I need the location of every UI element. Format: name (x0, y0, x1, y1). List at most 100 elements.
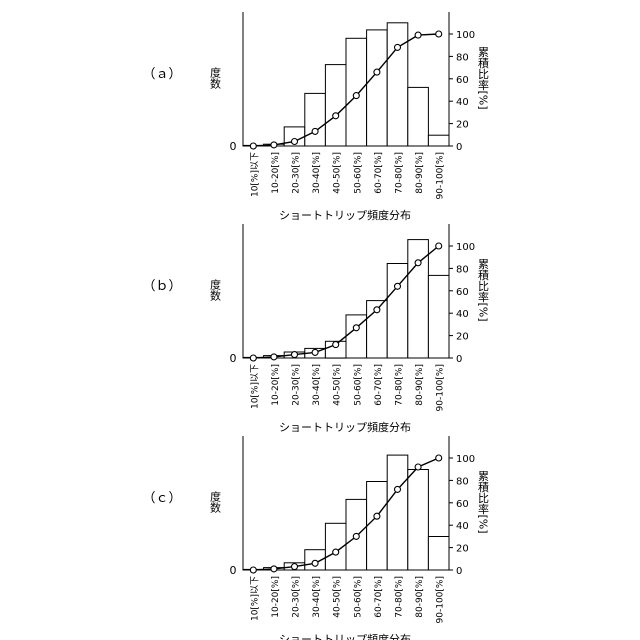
cumulative-point (415, 260, 421, 266)
cumulative-point (353, 93, 359, 99)
panel-label: （ｃ） (142, 491, 181, 506)
y-axis-label: 度数 (209, 490, 222, 514)
x-tick-label: 10[%]以下 (250, 152, 260, 197)
cumulative-point (333, 549, 339, 555)
x-tick-label: 60-70[%] (374, 364, 384, 406)
y2-tick-label: 20 (456, 332, 469, 343)
cumulative-point (312, 128, 318, 134)
cumulative-point (353, 325, 359, 331)
panel-label: （ｂ） (142, 279, 181, 294)
cumulative-point (374, 513, 380, 519)
y2-tick-label: 100 (456, 30, 475, 41)
y2-tick-label: 60 (456, 499, 469, 510)
y2-tick-label: 0 (456, 566, 462, 577)
cumulative-point (395, 283, 401, 289)
bar (408, 470, 429, 571)
x-tick-label: 80-90[%] (415, 152, 425, 194)
y2-axis-label: 累積比率[%] (477, 470, 490, 533)
x-tick-label: 40-50[%] (333, 364, 343, 406)
x-tick-label: 40-50[%] (333, 152, 343, 194)
y2-tick-label: 60 (456, 75, 469, 86)
cumulative-point (415, 464, 421, 470)
y2-tick-label: 80 (456, 264, 469, 275)
cumulative-point (415, 32, 421, 38)
bar (367, 30, 388, 146)
cumulative-point (395, 44, 401, 50)
x-tick-label: 30-40[%] (312, 576, 322, 618)
x-tick-label: 50-60[%] (353, 152, 363, 194)
y2-tick-label: 40 (456, 97, 469, 108)
x-tick-label: 90-100[%] (436, 152, 446, 199)
y2-tick-label: 20 (456, 544, 469, 555)
cumulative-point (312, 349, 318, 355)
x-tick-label: 50-60[%] (353, 364, 363, 406)
y-axis-label: 度数 (209, 66, 222, 90)
chart-panel-2: （ｃ）度数0020406080100累積比率[%]10[%]以下10-20[%]… (142, 436, 489, 640)
y2-tick-label: 100 (456, 242, 475, 253)
x-tick-label: 50-60[%] (353, 576, 363, 618)
x-tick-label: 10-20[%] (271, 364, 281, 406)
x-tick-label: 10[%]以下 (250, 364, 260, 409)
cumulative-point (333, 113, 339, 119)
bar (428, 537, 449, 571)
x-tick-label: 60-70[%] (374, 152, 384, 194)
y2-tick-label: 40 (456, 521, 469, 532)
x-tick-label: 60-70[%] (374, 576, 384, 618)
x-tick-label: 90-100[%] (436, 576, 446, 623)
bar (387, 455, 408, 570)
x-axis-label: ショートトリップ頻度分布 (279, 420, 411, 434)
x-tick-label: 80-90[%] (415, 576, 425, 618)
y2-tick-label: 0 (456, 142, 462, 153)
bar (408, 87, 429, 146)
cumulative-point (271, 566, 277, 572)
cumulative-point (353, 533, 359, 539)
cumulative-point (271, 354, 277, 360)
y2-tick-label: 60 (456, 287, 469, 298)
cumulative-point (250, 355, 256, 361)
bar (387, 23, 408, 146)
cumulative-point (250, 143, 256, 149)
y2-tick-label: 80 (456, 52, 469, 63)
bar (325, 65, 346, 146)
x-tick-label: 30-40[%] (312, 364, 322, 406)
x-axis-label: ショートトリップ頻度分布 (279, 208, 411, 222)
x-tick-label: 70-80[%] (395, 364, 405, 406)
y-axis-label: 度数 (209, 278, 222, 302)
cumulative-point (271, 142, 277, 148)
y-zero-label: 0 (230, 564, 237, 577)
x-tick-label: 80-90[%] (415, 364, 425, 406)
cumulative-point (292, 564, 298, 570)
cumulative-point (333, 342, 339, 348)
chart-panel-1: （ｂ）度数0020406080100累積比率[%]10[%]以下10-20[%]… (142, 224, 489, 434)
x-axis-label: ショートトリップ頻度分布 (279, 632, 411, 640)
bar (367, 482, 388, 571)
panel-label: （ａ） (142, 67, 181, 82)
bar (428, 275, 449, 358)
x-tick-label: 10-20[%] (271, 576, 281, 618)
bar (305, 93, 326, 146)
cumulative-point (292, 139, 298, 145)
x-tick-label: 10[%]以下 (250, 576, 260, 621)
y2-axis-label: 累積比率[%] (477, 46, 490, 109)
cumulative-point (436, 455, 442, 461)
bar (428, 135, 449, 146)
cumulative-point (436, 31, 442, 37)
chart-panel-0: （ａ）度数0020406080100累積比率[%]10[%]以下10-20[%]… (142, 12, 489, 222)
x-tick-label: 20-30[%] (292, 152, 302, 194)
y-zero-label: 0 (230, 140, 237, 153)
y2-tick-label: 40 (456, 309, 469, 320)
x-tick-label: 20-30[%] (292, 576, 302, 618)
x-tick-label: 90-100[%] (436, 364, 446, 411)
y2-axis-label: 累積比率[%] (477, 258, 490, 321)
cumulative-point (374, 307, 380, 313)
x-tick-label: 20-30[%] (292, 364, 302, 406)
x-tick-label: 70-80[%] (395, 152, 405, 194)
cumulative-point (395, 486, 401, 492)
y-zero-label: 0 (230, 352, 237, 365)
cumulative-point (250, 567, 256, 573)
y2-tick-label: 100 (456, 454, 475, 465)
cumulative-point (374, 69, 380, 75)
cumulative-point (436, 243, 442, 249)
x-tick-label: 30-40[%] (312, 152, 322, 194)
x-tick-label: 10-20[%] (271, 152, 281, 194)
